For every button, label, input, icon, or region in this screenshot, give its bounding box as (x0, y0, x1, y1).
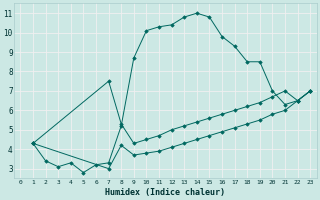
X-axis label: Humidex (Indice chaleur): Humidex (Indice chaleur) (105, 188, 225, 197)
